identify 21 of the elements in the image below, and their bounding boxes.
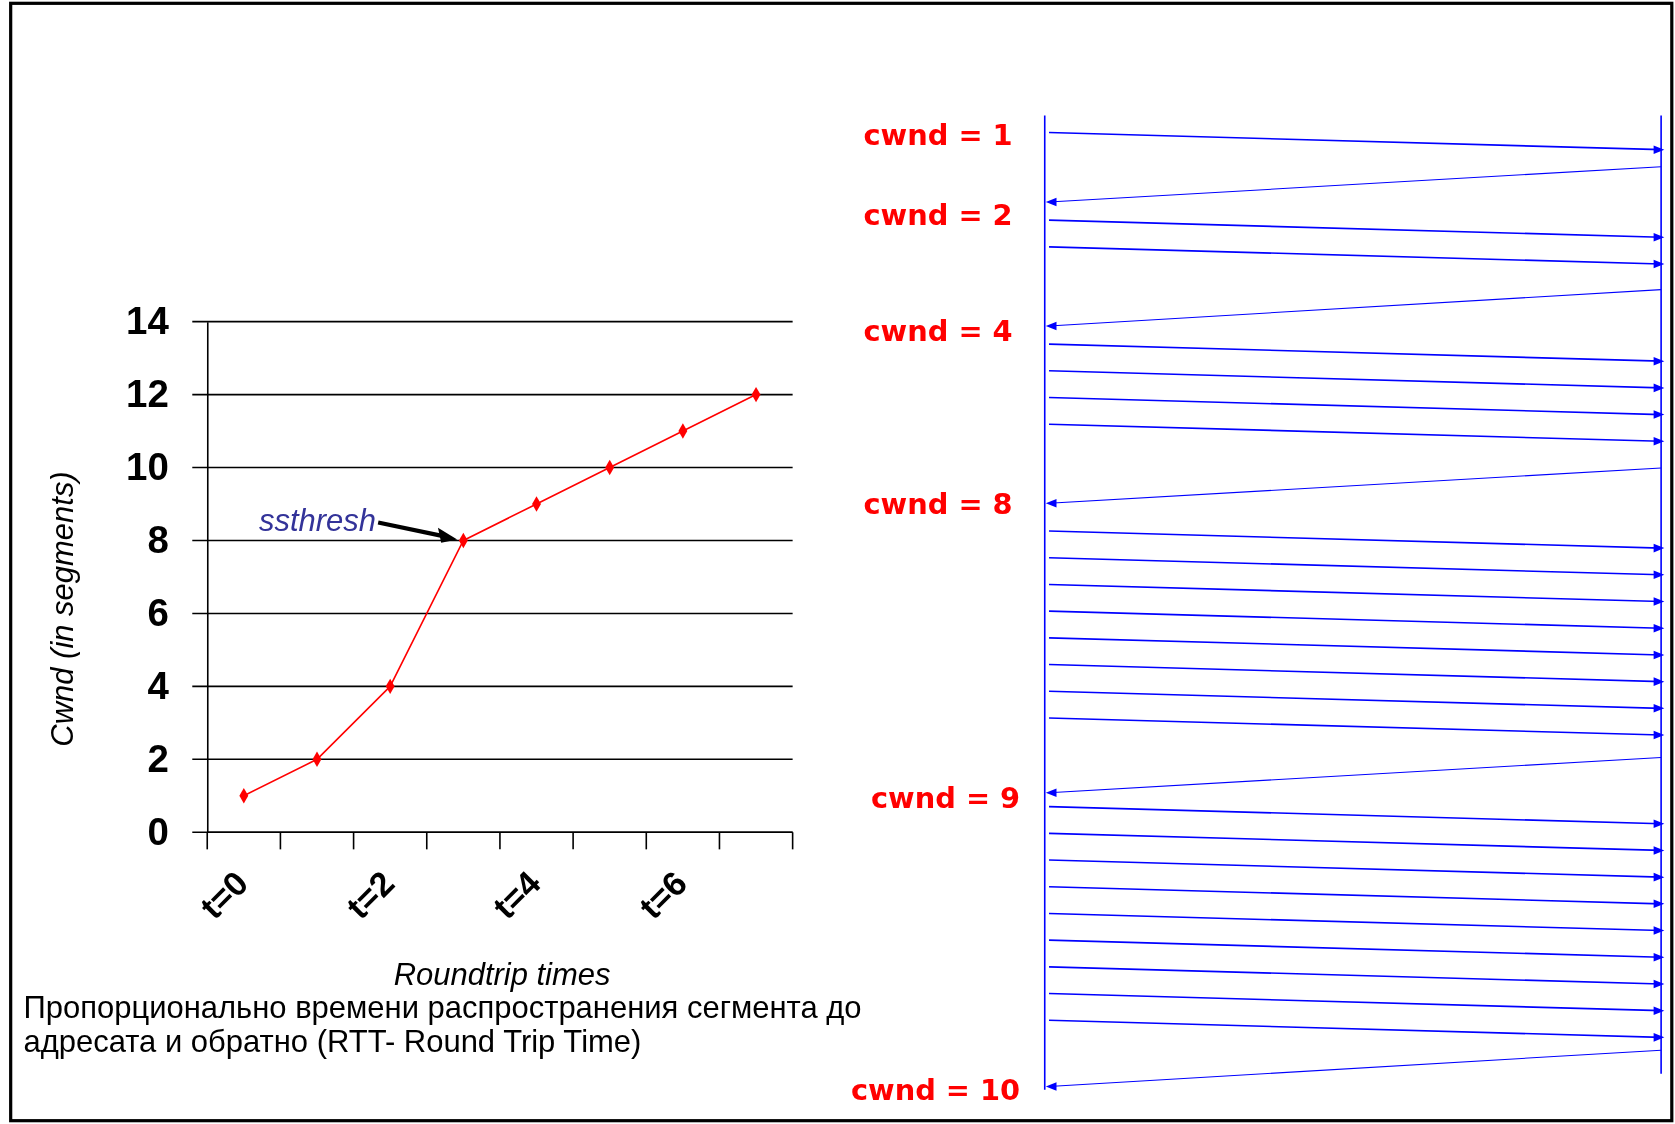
y-tick-label: 6 — [147, 591, 169, 635]
text: cwnd = 8 — [863, 486, 1013, 521]
y-tick-label: 8 — [147, 518, 169, 562]
y-axis-title: Cwnd (in segments) — [44, 471, 80, 747]
y-tick-label: 2 — [147, 737, 169, 781]
y-tick-label: 12 — [126, 372, 169, 416]
x-tick-label: t=6 — [631, 863, 695, 927]
x-tick-label: t=2 — [338, 863, 402, 927]
x-tick-label: t=0 — [192, 863, 256, 927]
y-tick-label: 10 — [126, 445, 169, 489]
text: cwnd = 4 — [863, 313, 1013, 348]
text: cwnd = 2 — [863, 198, 1013, 233]
y-tick-label: 4 — [147, 664, 170, 708]
y-tick-label: 0 — [147, 810, 169, 854]
text: cwnd = 1 — [863, 118, 1013, 153]
y-tick-label: 14 — [126, 299, 170, 343]
x-axis-title: Roundtrip times — [393, 957, 611, 993]
x-tick-label: t=4 — [485, 863, 548, 927]
text: cwnd = 10 — [850, 1073, 1021, 1108]
annotation: ssthresh — [258, 503, 377, 539]
text: cwnd = 9 — [871, 780, 1021, 815]
